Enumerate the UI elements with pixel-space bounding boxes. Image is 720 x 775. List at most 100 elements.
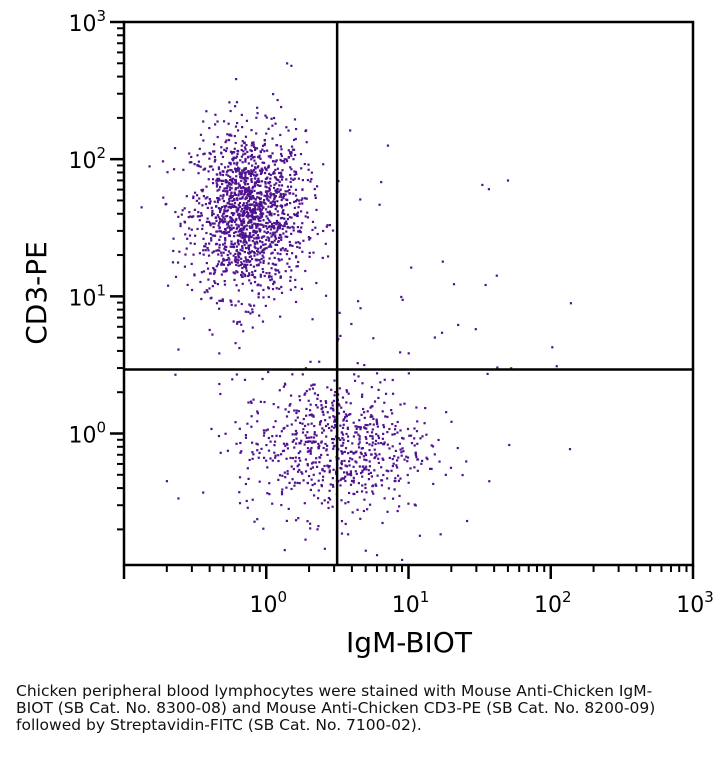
event-point bbox=[257, 155, 260, 159]
event-point bbox=[231, 199, 234, 202]
event-point bbox=[351, 511, 354, 514]
event-point bbox=[268, 493, 271, 496]
event-point bbox=[235, 175, 238, 178]
event-point bbox=[300, 439, 303, 442]
event-point bbox=[256, 183, 259, 187]
event-point bbox=[242, 150, 245, 153]
event-point bbox=[309, 467, 313, 470]
event-point bbox=[266, 217, 269, 220]
event-point bbox=[278, 259, 281, 262]
event-point bbox=[371, 428, 374, 431]
event-point bbox=[140, 206, 143, 209]
event-point bbox=[215, 182, 218, 185]
event-point bbox=[262, 259, 265, 262]
event-point bbox=[373, 400, 377, 403]
event-point bbox=[425, 433, 428, 436]
event-point bbox=[213, 200, 216, 203]
event-point bbox=[331, 404, 334, 407]
event-point bbox=[210, 237, 213, 240]
event-point bbox=[375, 454, 378, 457]
event-point bbox=[274, 263, 278, 266]
event-point bbox=[368, 503, 372, 506]
event-point bbox=[354, 470, 357, 473]
event-point bbox=[347, 392, 350, 395]
event-point bbox=[242, 233, 245, 236]
event-point bbox=[267, 164, 270, 167]
event-point bbox=[285, 486, 288, 489]
event-point bbox=[260, 180, 264, 183]
event-point bbox=[253, 189, 256, 192]
event-point bbox=[210, 165, 213, 168]
event-point bbox=[276, 226, 280, 229]
event-point bbox=[251, 212, 254, 215]
event-point bbox=[208, 242, 211, 245]
event-point bbox=[262, 219, 265, 222]
event-point bbox=[445, 411, 448, 414]
event-point bbox=[496, 366, 499, 369]
event-point bbox=[222, 120, 226, 123]
event-point bbox=[276, 200, 279, 203]
event-point bbox=[340, 499, 343, 502]
event-point bbox=[220, 206, 224, 209]
event-point bbox=[193, 234, 197, 237]
event-point bbox=[222, 231, 225, 234]
event-point bbox=[227, 261, 231, 264]
event-point bbox=[232, 245, 236, 249]
event-point bbox=[237, 194, 240, 197]
event-point bbox=[269, 205, 273, 208]
event-point bbox=[415, 430, 419, 433]
event-point bbox=[249, 304, 252, 307]
event-point bbox=[360, 413, 363, 416]
event-point bbox=[415, 455, 418, 459]
event-point bbox=[310, 462, 314, 465]
event-point bbox=[244, 434, 248, 437]
event-point bbox=[236, 210, 239, 213]
event-point bbox=[309, 180, 312, 183]
event-point bbox=[217, 216, 220, 219]
event-point bbox=[415, 406, 418, 409]
event-point bbox=[286, 447, 289, 450]
event-point bbox=[240, 302, 243, 306]
event-point bbox=[226, 133, 229, 136]
event-point bbox=[213, 155, 216, 159]
event-point bbox=[223, 280, 226, 283]
event-point bbox=[264, 167, 267, 171]
event-point bbox=[233, 135, 236, 138]
event-point bbox=[249, 218, 253, 222]
event-point bbox=[366, 410, 369, 413]
event-point bbox=[318, 456, 321, 459]
event-point bbox=[270, 222, 274, 226]
event-point bbox=[298, 482, 301, 485]
event-point bbox=[289, 166, 292, 169]
x-tick-label: 101 bbox=[392, 588, 430, 618]
event-point bbox=[432, 482, 435, 486]
event-point bbox=[237, 255, 240, 258]
event-point bbox=[244, 275, 247, 278]
event-point bbox=[271, 124, 274, 127]
event-point bbox=[351, 458, 354, 461]
event-point bbox=[208, 197, 211, 201]
event-point bbox=[243, 207, 246, 210]
event-point bbox=[248, 272, 251, 275]
event-point bbox=[225, 232, 228, 235]
event-point bbox=[216, 135, 219, 139]
event-point bbox=[233, 199, 236, 202]
event-point bbox=[217, 178, 220, 181]
event-point bbox=[247, 246, 250, 250]
event-point bbox=[209, 232, 212, 236]
event-point bbox=[284, 235, 287, 238]
event-point bbox=[296, 245, 299, 249]
event-point bbox=[269, 156, 272, 159]
event-point bbox=[307, 236, 311, 239]
event-point bbox=[231, 211, 234, 215]
event-point bbox=[269, 457, 272, 460]
event-point bbox=[279, 248, 282, 251]
event-point bbox=[231, 245, 234, 248]
event-point bbox=[211, 333, 214, 336]
event-point bbox=[301, 431, 305, 434]
event-point bbox=[414, 452, 417, 455]
event-point bbox=[211, 209, 214, 212]
event-point bbox=[214, 123, 217, 126]
event-point bbox=[270, 194, 273, 197]
event-point bbox=[251, 224, 254, 227]
